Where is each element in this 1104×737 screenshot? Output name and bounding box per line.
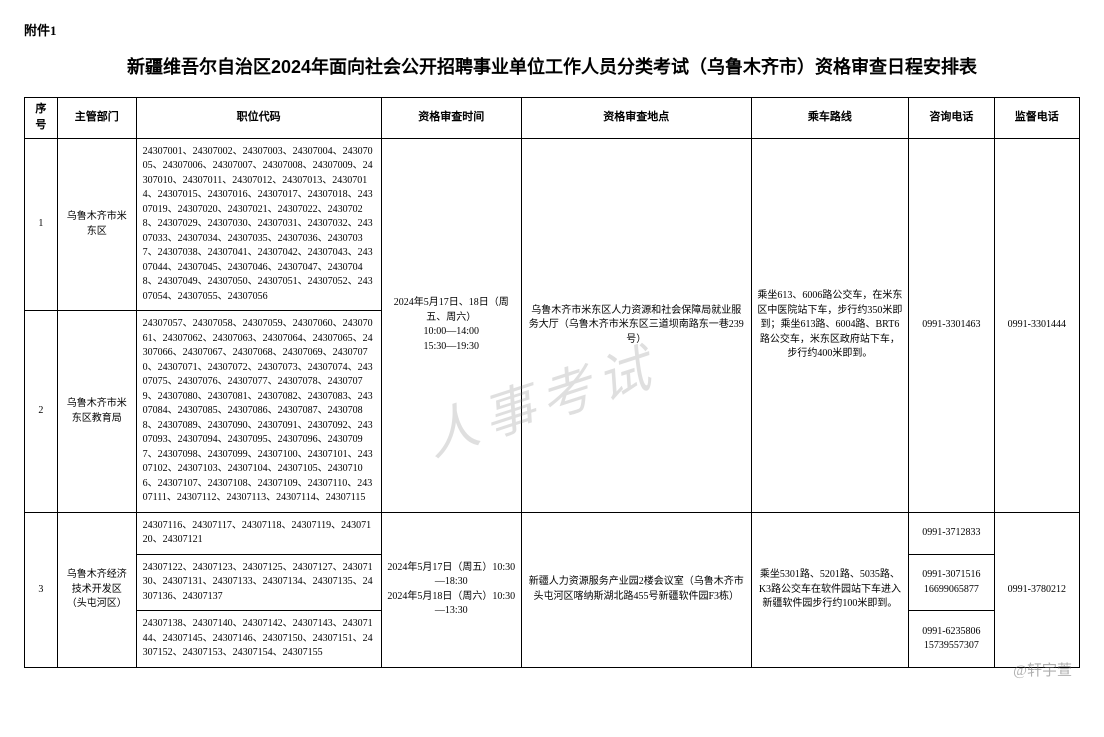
- th-seq: 序号: [25, 98, 58, 139]
- cell-tel: 0991-3712833: [909, 512, 994, 554]
- th-sup: 监督电话: [994, 98, 1079, 139]
- cell-location: 乌鲁木齐市米东区人力资源和社会保障局就业服务大厅（乌鲁木齐市米东区三道坝南路东一…: [521, 138, 751, 512]
- th-codes: 职位代码: [136, 98, 381, 139]
- th-time: 资格审查时间: [381, 98, 521, 139]
- cell-location: 新疆人力资源服务产业园2楼会议室（乌鲁木齐市头屯河区喀纳斯湖北路455号新疆软件…: [521, 512, 751, 667]
- table-row: 3 乌鲁木齐经济技术开发区（头屯河区） 24307116、24307117、24…: [25, 512, 1080, 554]
- cell-codes: 24307057、24307058、24307059、24307060、2430…: [136, 311, 381, 513]
- cell-seq: 1: [25, 138, 58, 311]
- cell-dept: 乌鲁木齐市米东区教育局: [57, 311, 136, 513]
- cell-tel: 0991-623580615739557307: [909, 611, 994, 668]
- cell-codes: 24307122、24307123、24307125、24307127、2430…: [136, 554, 381, 611]
- cell-bus: 乘坐5301路、5201路、5035路、K3路公交车在软件园站下车进入新疆软件园…: [751, 512, 909, 667]
- cell-dept: 乌鲁木齐经济技术开发区（头屯河区）: [57, 512, 136, 667]
- cell-time: 2024年5月17日（周五）10:30—18:302024年5月18日（周六）1…: [381, 512, 521, 667]
- cell-dept: 乌鲁木齐市米东区: [57, 138, 136, 311]
- cell-seq: 2: [25, 311, 58, 513]
- cell-tel: 0991-307151616699065877: [909, 554, 994, 611]
- th-bus: 乘车路线: [751, 98, 909, 139]
- watermark-account: @轩宇萱: [1013, 659, 1072, 680]
- cell-bus: 乘坐613、6006路公交车，在米东区中医院站下车，步行约350米即到；乘坐61…: [751, 138, 909, 512]
- table-header-row: 序号 主管部门 职位代码 资格审查时间 资格审查地点 乘车路线 咨询电话 监督电…: [25, 98, 1080, 139]
- th-tel: 咨询电话: [909, 98, 994, 139]
- cell-codes: 24307001、24307002、24307003、24307004、2430…: [136, 138, 381, 311]
- th-dept: 主管部门: [57, 98, 136, 139]
- schedule-table: 序号 主管部门 职位代码 资格审查时间 资格审查地点 乘车路线 咨询电话 监督电…: [24, 97, 1080, 668]
- cell-sup: 0991-3301444: [994, 138, 1079, 512]
- cell-time: 2024年5月17日、18日（周五、周六）10:00—14:0015:30—19…: [381, 138, 521, 512]
- cell-tel: 0991-3301463: [909, 138, 994, 512]
- th-location: 资格审查地点: [521, 98, 751, 139]
- page-title: 新疆维吾尔自治区2024年面向社会公开招聘事业单位工作人员分类考试（乌鲁木齐市）…: [24, 53, 1080, 79]
- table-row: 1 乌鲁木齐市米东区 24307001、24307002、24307003、24…: [25, 138, 1080, 311]
- cell-codes: 24307138、24307140、24307142、24307143、2430…: [136, 611, 381, 668]
- cell-seq: 3: [25, 512, 58, 667]
- cell-codes: 24307116、24307117、24307118、24307119、2430…: [136, 512, 381, 554]
- attachment-label: 附件1: [24, 20, 1080, 39]
- cell-sup: 0991-3780212: [994, 512, 1079, 667]
